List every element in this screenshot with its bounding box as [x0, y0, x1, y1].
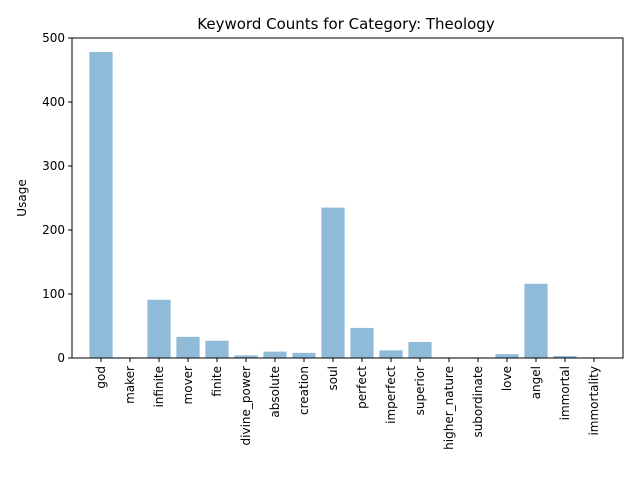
- x-tick-label-superior: superior: [413, 366, 427, 415]
- bar-angel: [524, 283, 548, 358]
- bar-finite: [205, 340, 229, 358]
- x-tick-label-imperfect: imperfect: [384, 366, 398, 424]
- y-tick-label: 400: [42, 95, 65, 109]
- x-tick-label-divine_power: divine_power: [239, 366, 253, 446]
- bar-infinite: [147, 299, 171, 358]
- x-tick-label-creation: creation: [297, 366, 311, 415]
- bar-absolute: [263, 351, 287, 358]
- x-tick-label-immortal: immortal: [558, 366, 572, 420]
- x-tick-label-higher_nature: higher_nature: [442, 366, 456, 450]
- y-axis-ticks: 0 100 200 300 400 500: [42, 31, 72, 365]
- bar-immortal: [553, 356, 577, 358]
- y-tick-label: 200: [42, 223, 65, 237]
- x-tick-label-god: god: [94, 366, 108, 389]
- bar-soul: [321, 207, 345, 358]
- x-tick-label-mover: mover: [181, 366, 195, 405]
- bar-god: [89, 52, 113, 358]
- y-tick-label: 0: [57, 351, 65, 365]
- y-tick-label: 300: [42, 159, 65, 173]
- x-tick-label-subordinate: subordinate: [471, 366, 485, 438]
- bar-mover: [176, 336, 200, 358]
- bar-divine_power: [234, 355, 258, 358]
- y-tick-label: 500: [42, 31, 65, 45]
- x-axis-ticks: god maker infinite mover finite divine_power a…: [94, 358, 601, 450]
- bar-creation: [292, 352, 316, 358]
- bar-superior: [408, 342, 432, 358]
- x-tick-label-soul: soul: [326, 366, 340, 391]
- x-tick-label-perfect: perfect: [355, 366, 369, 409]
- bar-perfect: [350, 327, 374, 358]
- x-tick-label-maker: maker: [123, 366, 137, 404]
- bar-love: [495, 354, 519, 358]
- bar-imperfect: [379, 350, 403, 358]
- bars-group: [89, 52, 606, 358]
- chart-title: Keyword Counts for Category: Theology: [197, 15, 495, 33]
- x-tick-label-immortality: immortality: [587, 366, 601, 436]
- x-tick-label-infinite: infinite: [152, 366, 166, 408]
- x-tick-label-love: love: [500, 366, 514, 391]
- plot-frame: [71, 37, 624, 359]
- y-tick-label: 100: [42, 287, 65, 301]
- x-tick-label-angel: angel: [529, 366, 543, 399]
- x-tick-label-absolute: absolute: [268, 366, 282, 418]
- x-tick-label-finite: finite: [210, 366, 224, 397]
- y-axis-label: Usage: [15, 179, 29, 216]
